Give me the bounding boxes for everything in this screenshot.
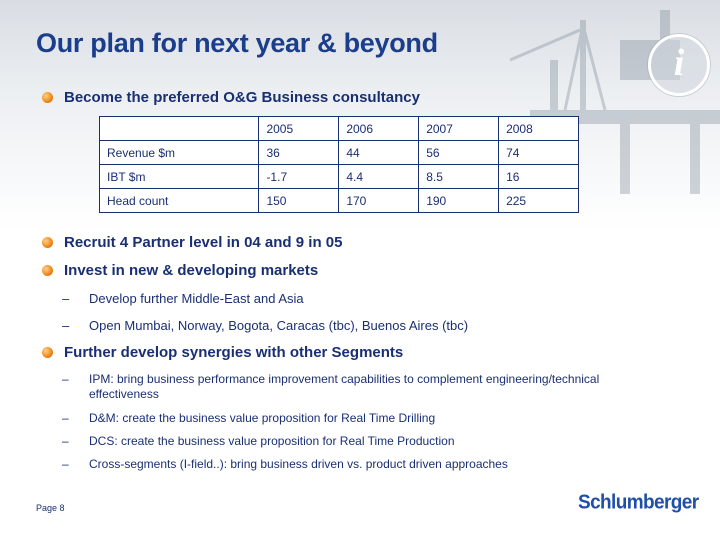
slide-title: Our plan for next year & beyond [36,28,438,58]
sub-bullet-item: – Develop further Middle-East and Asia [62,291,662,307]
orange-dot-icon [42,265,53,276]
sub-bullet-text: Cross-segments (I-field..): bring busine… [89,457,508,471]
bullet-item: Recruit 4 Partner level in 04 and 9 in 0… [42,234,342,251]
sub-bullet-text: DCS: create the business value propositi… [89,434,455,448]
table-cell: 16 [498,164,579,189]
page-number: Page 8 [36,503,65,513]
table-cell: 225 [498,188,579,213]
schlumberger-logo: Schlumberger [578,491,699,514]
table-cell: 36 [258,140,340,165]
table-header-cell: 2007 [418,116,500,141]
table-header-cell: 2008 [498,116,579,141]
table-cell: 170 [338,188,420,213]
table-cell: Head count [98,188,260,213]
table-row: IBT $m -1.7 4.4 8.5 16 [98,164,579,189]
table-cell: 44 [338,140,420,165]
table-cell: -1.7 [258,164,340,189]
table-cell: 150 [258,188,340,213]
orange-dot-icon [42,92,53,103]
table-header-row: 2005 2006 2007 2008 [98,116,579,141]
table-cell: 8.5 [418,164,500,189]
sub-bullet-text: Open Mumbai, Norway, Bogota, Caracas (tb… [89,318,469,333]
sub-bullet-text: IPM: bring business performance improvem… [89,372,600,401]
bullet-text: Become the preferred O&G Business consul… [64,89,420,106]
bullet-item: Further develop synergies with other Seg… [42,344,403,361]
info-icon: i [648,34,710,96]
sub-bullet-item: – Open Mumbai, Norway, Bogota, Caracas (t… [62,318,662,334]
orange-dot-icon [42,237,53,248]
table-cell: 190 [418,188,500,213]
sub-bullet-item: – D&M: create the business value proposit… [62,411,662,426]
table-row: Revenue $m 36 44 56 74 [98,140,579,165]
bullet-item: Become the preferred O&G Business consul… [42,89,420,106]
table-cell: IBT $m [98,164,260,189]
bullet-text: Recruit 4 Partner level in 04 and 9 in 0… [64,234,343,251]
bullet-text: Invest in new & developing markets [64,262,319,279]
sub-bullet-text: D&M: create the business value propositi… [89,411,436,425]
table-header-cell: 2006 [338,116,420,141]
table-cell: 74 [498,140,579,165]
sub-bullet-item: – IPM: bring business performance improve… [62,372,662,402]
table-cell: Revenue $m [98,140,260,165]
orange-dot-icon [42,347,53,358]
table-row: Head count 150 170 190 225 [98,188,579,213]
table-cell: 56 [418,140,500,165]
sub-bullet-item: – Cross-segments (I-field..): bring busin… [62,457,662,472]
sub-bullet-text: Develop further Middle-East and Asia [89,291,304,306]
sub-bullet-item: – DCS: create the business value proposit… [62,434,662,449]
financial-plan-table: 2005 2006 2007 2008 Revenue $m 36 44 56 … [98,116,579,213]
bullet-item: Invest in new & developing markets [42,262,318,279]
bullet-text: Further develop synergies with other Seg… [64,344,404,361]
table-header-cell: 2005 [258,116,340,141]
table-cell: 4.4 [338,164,420,189]
table-header-cell [98,116,260,141]
